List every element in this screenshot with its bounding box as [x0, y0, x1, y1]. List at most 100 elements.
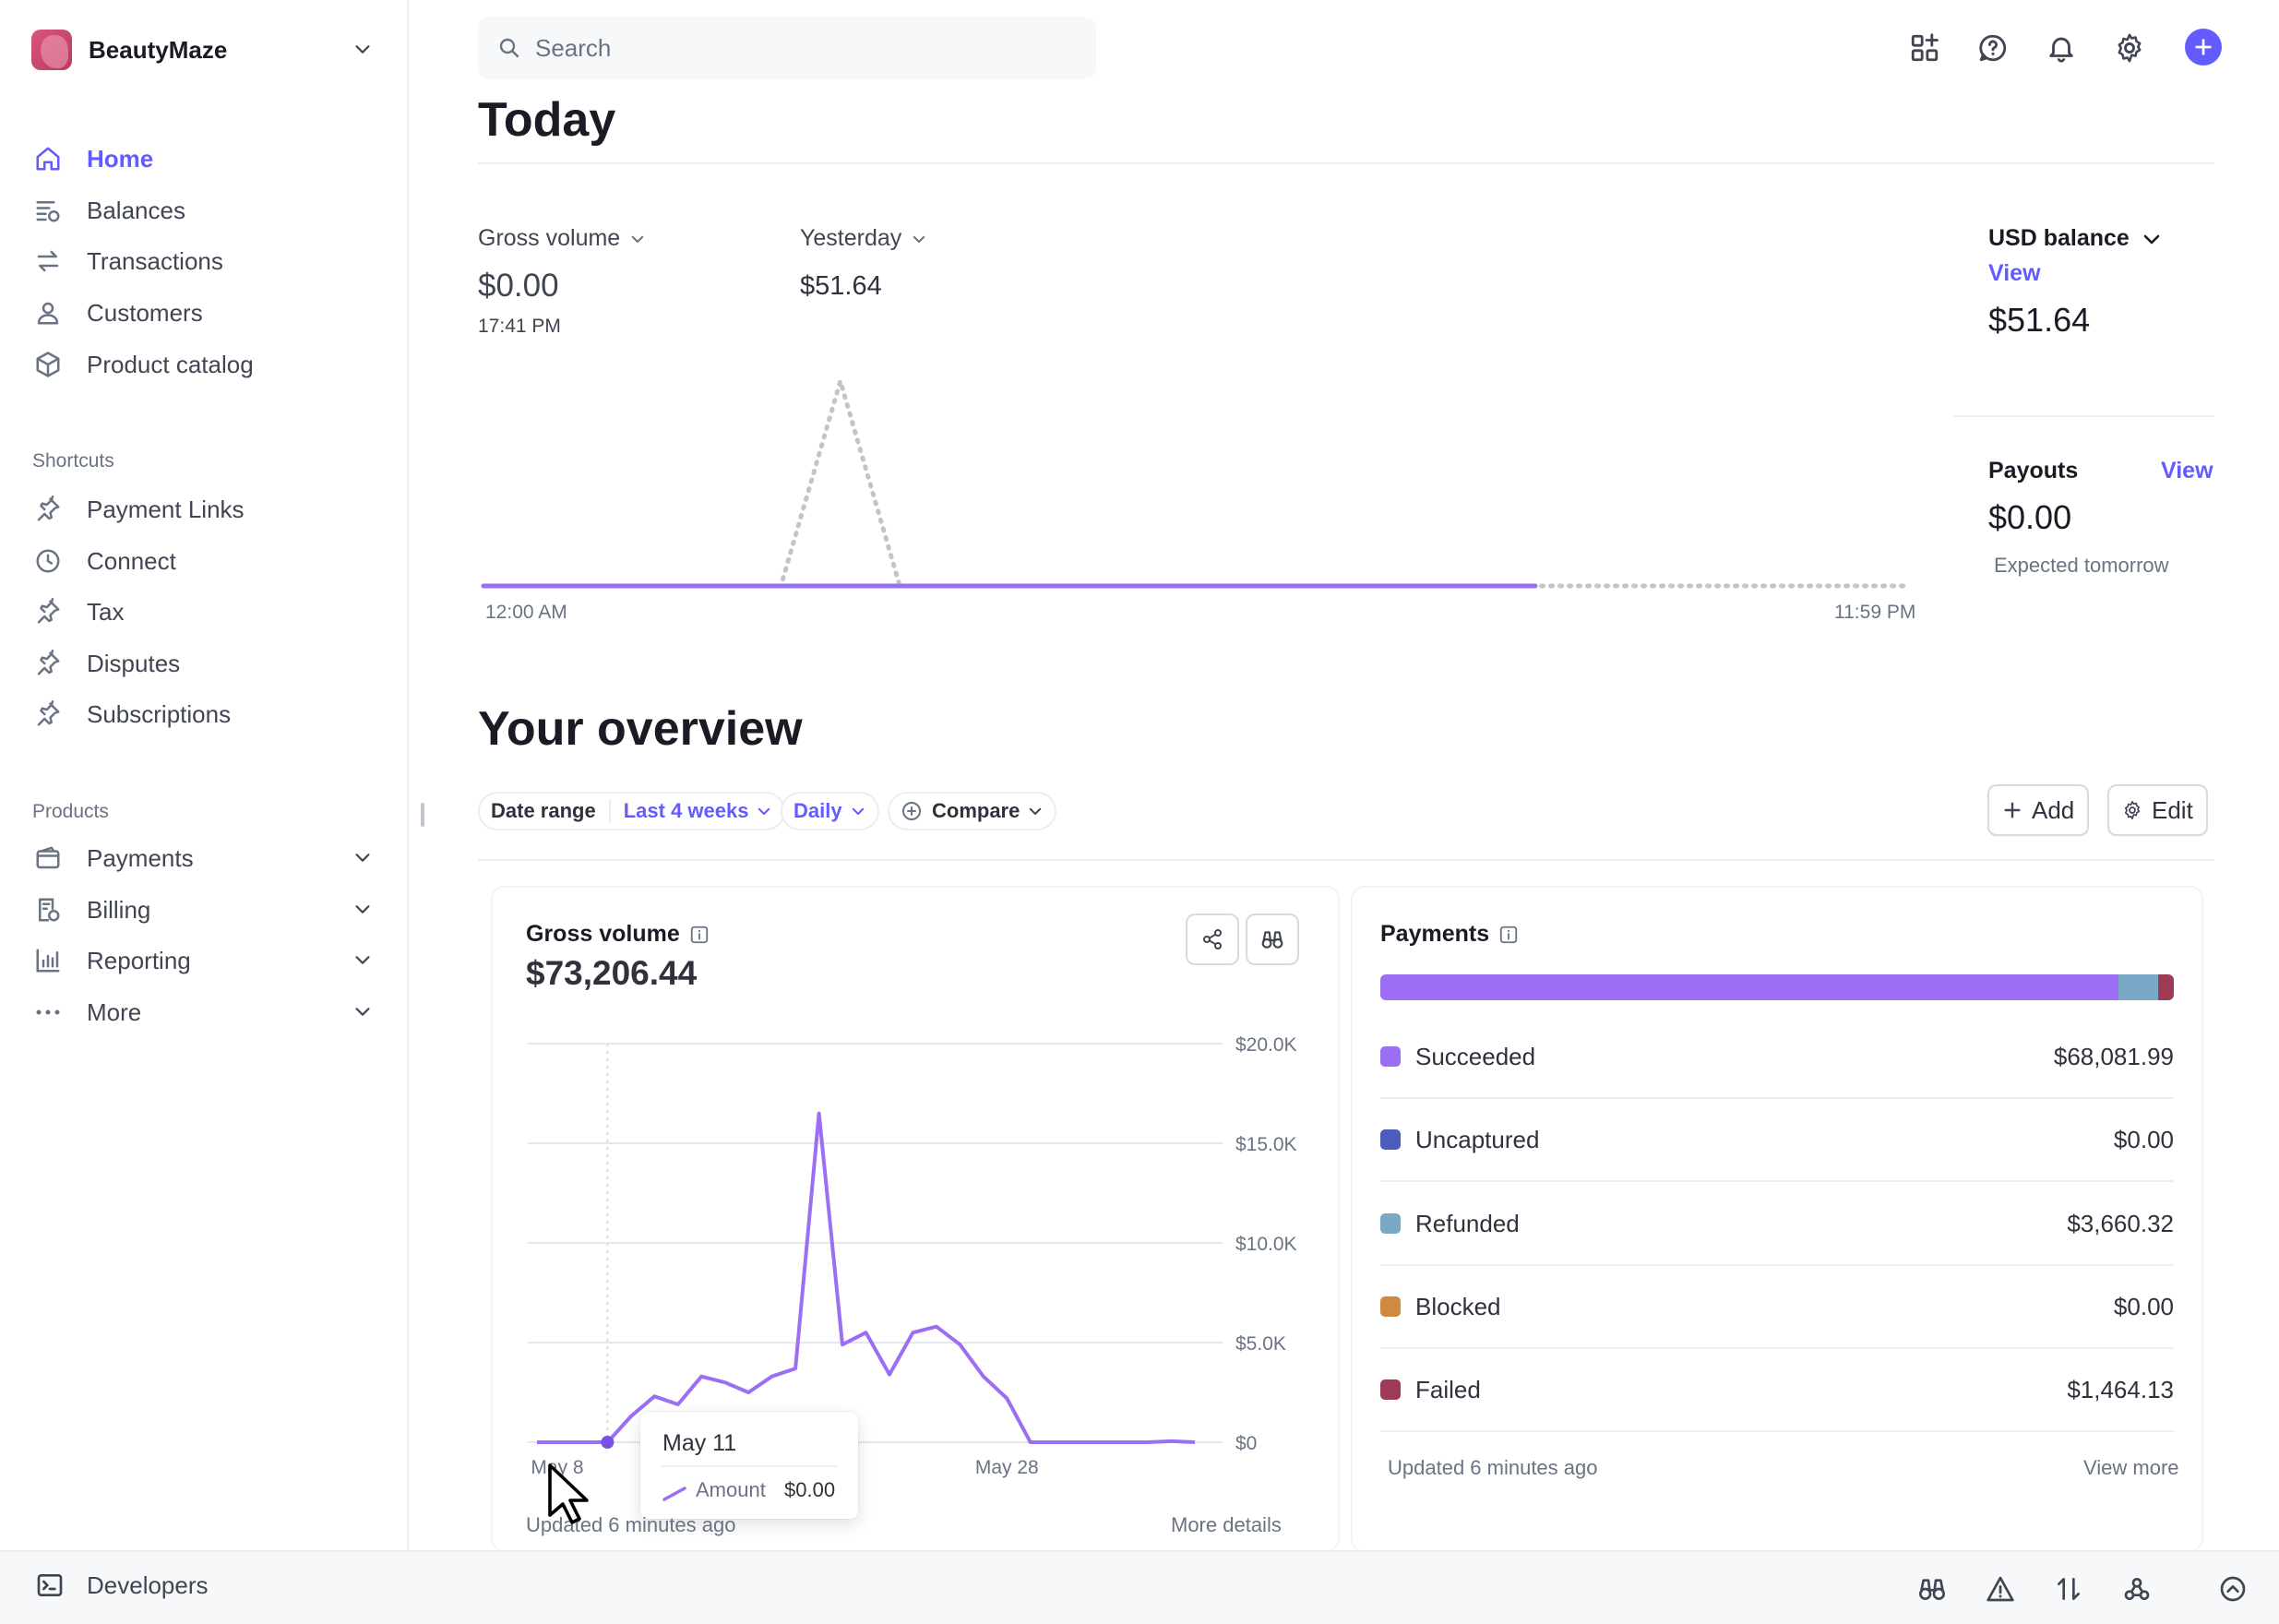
edit-button[interactable]: Edit: [2107, 784, 2208, 836]
sidebar-item-label: Tax: [87, 597, 125, 626]
bell-icon: [2049, 37, 2073, 63]
payments-row-refunded[interactable]: Refunded $3,660.32: [1380, 1183, 2174, 1266]
developers-button[interactable]: Developers: [35, 1570, 209, 1600]
payouts-label: Payouts: [1988, 458, 2079, 484]
wallet-icon: [31, 842, 65, 875]
account-name: BeautyMaze: [89, 35, 228, 64]
sidebar-item-billing[interactable]: Billing: [31, 887, 373, 933]
reporting-icon: [31, 944, 65, 977]
more-details-link[interactable]: More details: [1171, 1513, 1282, 1536]
payments-stacked-bar: [1380, 974, 2174, 1000]
gross-volume-card[interactable]: [493, 888, 1338, 1550]
inspect-button[interactable]: [1914, 1570, 1951, 1607]
chevron-down-icon: [355, 1008, 370, 1016]
status-swatch: [1380, 1379, 1401, 1400]
clock-icon: [31, 544, 65, 578]
sidebar-item-label: Balances: [87, 196, 185, 224]
x-tick-label: May 8: [531, 1457, 583, 1478]
compare-filter[interactable]: Compare: [888, 792, 1057, 830]
card-title-label: Payments: [1380, 921, 1490, 947]
more-dots-icon: [31, 996, 65, 1029]
y-tick-label: $0: [1235, 1433, 1257, 1454]
yesterday-value: $51.64: [800, 271, 882, 301]
interval-filter[interactable]: Daily: [781, 792, 879, 830]
gross-volume-card-title: Gross volume: [526, 921, 710, 948]
sidebar-item-product-catalog[interactable]: Product catalog: [31, 341, 373, 388]
payments-row-succeeded[interactable]: Succeeded $68,081.99: [1380, 1016, 2174, 1099]
sidebar-item-payment-links[interactable]: Payment Links: [31, 486, 373, 532]
products-heading: Products: [32, 801, 109, 822]
usd-balance-view-link[interactable]: View: [1988, 260, 2041, 286]
sidebar-item-transactions[interactable]: Transactions: [31, 238, 373, 284]
sidebar-item-payments[interactable]: Payments: [31, 835, 373, 881]
requests-button[interactable]: [2050, 1570, 2087, 1607]
notifications-button[interactable]: [2041, 28, 2082, 68]
search-input[interactable]: Search: [478, 17, 1096, 79]
gear-icon: [2118, 33, 2142, 63]
sidebar-item-home[interactable]: Home: [31, 136, 373, 182]
help-icon: [1979, 34, 2007, 62]
pin-icon: [31, 493, 65, 526]
sidebar-item-customers[interactable]: Customers: [31, 290, 373, 336]
payments-row-uncaptured[interactable]: Uncaptured $0.00: [1380, 1099, 2174, 1182]
status-swatch: [1380, 1296, 1401, 1317]
settings-button[interactable]: [2109, 28, 2150, 68]
share-button[interactable]: [1186, 914, 1239, 965]
sidebar-item-label: Customers: [87, 298, 203, 327]
account-switcher[interactable]: BeautyMaze: [31, 26, 373, 74]
create-button[interactable]: [2185, 29, 2222, 66]
sidebar-item-disputes[interactable]: Disputes: [31, 640, 373, 687]
row-label: Failed: [1415, 1375, 1481, 1403]
yesterday-selector[interactable]: Yesterday: [800, 225, 927, 252]
apps-button[interactable]: [1904, 28, 1945, 68]
explore-button[interactable]: [1246, 914, 1299, 965]
binoculars-icon: [1261, 931, 1283, 949]
expand-devbar-button[interactable]: [2214, 1570, 2251, 1607]
sort-arrows-icon: [2058, 1578, 2080, 1600]
webhooks-button[interactable]: [2118, 1570, 2155, 1607]
binoculars-icon: [1919, 1579, 1945, 1600]
apps-icon: [1911, 33, 1939, 62]
separator: [608, 799, 611, 823]
help-button[interactable]: [1973, 28, 2013, 68]
date-range-filter[interactable]: Date range Last 4 weeks: [478, 792, 786, 830]
developers-label: Developers: [87, 1570, 209, 1599]
gross-volume-selector[interactable]: Gross volume: [478, 225, 646, 252]
search-placeholder: Search: [535, 33, 612, 62]
chevron-down-icon: [1030, 807, 1042, 815]
developers-bar: Developers: [0, 1550, 2279, 1624]
billing-icon: [31, 893, 65, 926]
usd-balance-selector[interactable]: USD balance: [1988, 225, 2163, 252]
status-swatch: [1380, 1046, 1401, 1067]
warning-icon: [1987, 1576, 2014, 1602]
x-tick-label: May 28: [975, 1457, 1039, 1478]
sidebar-item-subscriptions[interactable]: Subscriptions: [31, 691, 373, 737]
chevron-down-icon: [355, 854, 370, 862]
errors-button[interactable]: [1982, 1570, 2019, 1607]
row-label: Succeeded: [1415, 1042, 1536, 1070]
row-amount: $0.00: [2113, 1125, 2174, 1153]
axis-start-label: 12:00 AM: [485, 602, 567, 623]
series-swatch: [662, 1487, 686, 1501]
chevron-down-icon: [2143, 234, 2160, 244]
y-tick-label: $10.0K: [1235, 1234, 1297, 1255]
sidebar-item-label: Connect: [87, 546, 176, 575]
sidebar-item-balances[interactable]: Balances: [31, 187, 373, 233]
sidebar-item-label: Transactions: [87, 246, 223, 275]
sidebar-item-label: Subscriptions: [87, 699, 232, 728]
sidebar-item-more[interactable]: More: [31, 989, 373, 1035]
payments-row-blocked[interactable]: Blocked $0.00: [1380, 1266, 2174, 1349]
card-title-label: Gross volume: [526, 921, 680, 947]
view-more-link[interactable]: View more: [2083, 1456, 2179, 1479]
sidebar-resize-handle[interactable]: [421, 803, 424, 827]
add-button[interactable]: Add: [1987, 784, 2090, 836]
sidebar-item-reporting[interactable]: Reporting: [31, 937, 373, 984]
pin-icon: [31, 698, 65, 731]
payments-row-failed[interactable]: Failed $1,464.13: [1380, 1349, 2174, 1432]
y-tick-label: $15.0K: [1235, 1134, 1297, 1155]
sidebar-item-connect[interactable]: Connect: [31, 538, 373, 584]
bar-segment-refunded: [2118, 974, 2158, 1000]
payouts-view-link[interactable]: View: [2161, 458, 2213, 484]
series-amount-line: [537, 1111, 1196, 1444]
sidebar-item-tax[interactable]: Tax: [31, 589, 373, 635]
